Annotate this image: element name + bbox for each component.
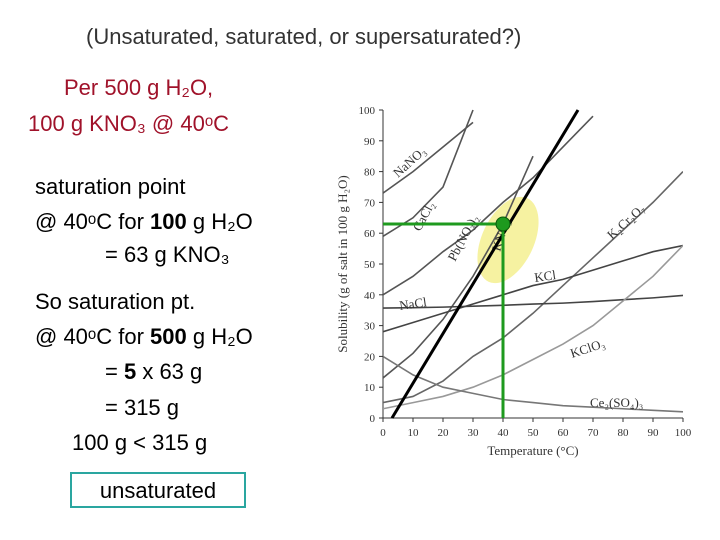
curve <box>383 355 683 413</box>
text-line: So saturation pt. <box>35 289 195 315</box>
text: So saturation pt. <box>35 289 196 314</box>
y-tick-label: 40 <box>364 290 376 302</box>
text: x 63 g <box>136 359 203 384</box>
x-tick-label: 80 <box>618 427 630 439</box>
x-tick-label: 20 <box>438 427 450 439</box>
text: g H₂O <box>186 209 253 234</box>
text: @ 40ᵒC for <box>35 324 151 349</box>
text-line: saturation point <box>35 174 185 200</box>
curve-label: KCl <box>533 267 557 285</box>
answer-box: unsaturated <box>70 472 246 508</box>
chart-background <box>333 100 695 462</box>
curve <box>383 171 683 404</box>
text: 100 <box>150 209 187 234</box>
x-tick-label: 10 <box>408 427 420 439</box>
question: (Unsaturated, saturated, or supersaturat… <box>86 24 522 49</box>
x-tick-label: 40 <box>498 427 510 439</box>
curve <box>383 244 683 333</box>
text-line: @ 40ᵒC for 100 g H₂O <box>35 209 253 235</box>
text: = 63 g KNO₃ <box>105 242 230 267</box>
x-axis-label: Temperature (°C) <box>487 443 578 458</box>
y-tick-label: 10 <box>364 382 376 394</box>
point <box>495 216 511 232</box>
text-line: 100 g < 315 g <box>72 430 207 456</box>
x-tick-label: 100 <box>675 427 692 439</box>
x-tick-label: 30 <box>468 427 480 439</box>
curve <box>383 244 683 410</box>
x-tick-label: 70 <box>588 427 600 439</box>
curve <box>383 155 534 379</box>
y-axis-label: Solubility (g of salt in 100 g H₂O) <box>335 175 350 353</box>
y-tick-label: 30 <box>364 321 376 333</box>
y-tick-label: 0 <box>370 413 376 425</box>
y-tick-label: 80 <box>364 167 376 179</box>
given: Per 500 g H₂O, <box>64 75 214 100</box>
text: 500 <box>150 324 187 349</box>
text: @ 40ᵒC for <box>35 209 151 234</box>
text-line: = 63 g KNO₃ <box>105 242 230 268</box>
y-tick-label: 50 <box>364 259 376 271</box>
curve <box>383 294 683 309</box>
text: = 315 g <box>105 395 180 420</box>
x-tick-label: 90 <box>648 427 660 439</box>
y-tick-label: 70 <box>364 197 376 209</box>
given: 100 g KNO₃ @ 40ᵒC <box>28 111 230 136</box>
y-tick-label: 60 <box>364 228 376 240</box>
curve <box>383 115 594 296</box>
text-line: = 5 x 63 g <box>105 359 202 385</box>
curve-label: Ce₂(SO₄)₃ <box>590 395 643 410</box>
text: saturation point <box>35 174 186 199</box>
text: = <box>105 359 124 384</box>
y-tick-label: 20 <box>364 351 376 363</box>
curve <box>383 109 474 237</box>
y-tick-label: 90 <box>364 136 376 148</box>
x-tick-label: 50 <box>528 427 540 439</box>
text: g H₂O <box>186 324 253 349</box>
text-line: = 315 g <box>105 395 179 421</box>
curve <box>383 121 474 194</box>
answer: unsaturated <box>99 478 217 503</box>
text-line: @ 40ᵒC for 500 g H₂O <box>35 324 253 350</box>
y-tick-label: 100 <box>359 105 376 117</box>
curve <box>390 109 580 419</box>
x-tick-label: 60 <box>558 427 570 439</box>
x-tick-label: 0 <box>380 427 386 439</box>
text: 100 g < 315 g <box>72 430 208 455</box>
highlight <box>477 196 539 284</box>
text: 5 <box>123 359 137 384</box>
curve-label: NaCl <box>398 294 428 313</box>
